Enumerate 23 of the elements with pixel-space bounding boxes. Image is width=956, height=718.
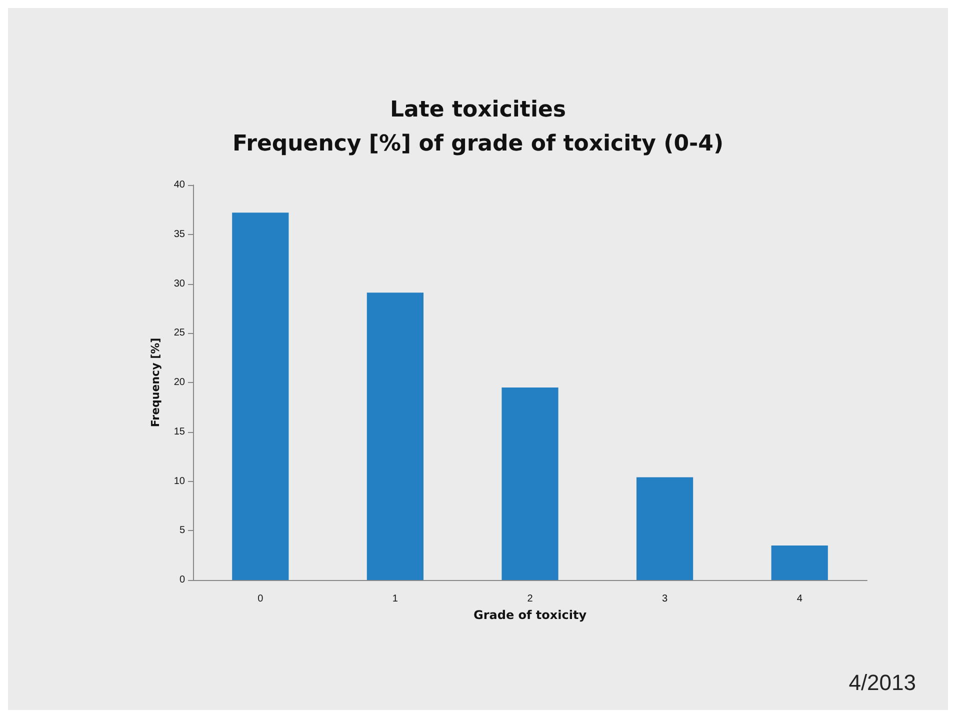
chart-title: Late toxicities Frequency [%] of grade of toxicity (0-4): [232, 98, 724, 156]
y-tick-label: 0: [179, 574, 186, 586]
bar: [502, 387, 558, 580]
bar: [366, 292, 424, 580]
y-tick-label: 35: [174, 228, 186, 240]
x-tick-label: 3: [662, 594, 668, 604]
y-tick-label: 25: [174, 328, 186, 339]
y-tick-label: 20: [174, 377, 186, 388]
x-tick-label: 4: [796, 594, 803, 604]
y-tick-label: 10: [174, 476, 186, 487]
y-tick-label: 40: [174, 180, 186, 190]
bar: [232, 212, 289, 580]
y-tick-label: 15: [174, 426, 186, 438]
y-axis-title: Frequency [%]: [149, 338, 162, 428]
x-tick-label: 1: [392, 594, 398, 604]
bar: [771, 545, 828, 580]
bar: [636, 477, 694, 580]
y-tick-label: 30: [174, 278, 186, 290]
x-axis-title: Grade of toxicity: [473, 608, 587, 622]
x-tick-label: 2: [527, 594, 534, 604]
text: 4/2013: [848, 670, 916, 696]
x-tick-label: 0: [258, 594, 264, 604]
y-tick-label: 5: [179, 525, 186, 536]
